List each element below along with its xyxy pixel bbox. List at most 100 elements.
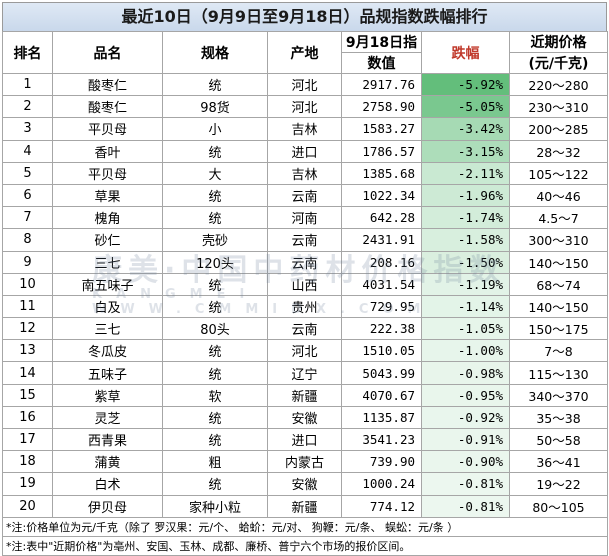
cell-price: 68～74 [509,272,608,296]
cell-name: 酸枣仁 [52,72,163,97]
cell-price: 220～280 [509,72,608,97]
cell-index: 208.16 [341,250,422,274]
cell-origin: 新疆 [267,494,342,518]
cell-rank: 14 [2,361,53,385]
header-index-line2: 数值 [341,52,422,74]
cell-name: 南五味子 [52,272,163,296]
cell-index: 4031.54 [341,272,422,296]
cell-index: 222.38 [341,317,422,341]
cell-origin: 安徽 [267,405,342,430]
cell-name: 三七 [52,317,163,341]
cell-spec: 壳砂 [162,228,268,252]
table-row: 6 草果统云南 1022.34 -1.96% 40～46 [2,183,608,208]
cell-drop: -5.05% [421,95,510,119]
cell-rank: 20 [2,494,53,518]
header-index-line1: 9月18日指 [341,31,422,53]
cell-drop: -0.95% [421,383,510,407]
cell-drop: -3.15% [421,139,510,163]
cell-index: 1583.27 [341,117,422,141]
cell-name: 五味子 [52,361,163,385]
cell-origin: 云南 [267,183,342,208]
cell-drop: -1.05% [421,317,510,341]
cell-index: 1510.05 [341,339,422,363]
cell-name: 西青果 [52,427,163,452]
cell-spec: 统 [162,427,268,452]
table-row: 19 白术统安徽 1000.24 -0.81% 19～22 [2,472,608,496]
cell-rank: 15 [2,383,53,407]
table-row: 13 冬瓜皮统河北 1510.05 -1.00% 7～8 [2,339,608,363]
cell-name: 酸枣仁 [52,95,163,119]
ranking-table: 排名 品名 规格 产地 9月18日指 跌幅 近期价格 数值 (元/千克) 1 酸枣… [2,31,608,556]
table-row: 8 砂仁 壳砂 云南 2431.91 -1.58% 300～310 [2,228,608,252]
cell-name: 冬瓜皮 [52,339,163,363]
cell-drop: -1.00% [421,339,510,363]
cell-spec: 98货 [162,95,268,119]
cell-origin: 安徽 [267,472,342,496]
cell-index: 1135.87 [341,405,422,430]
cell-rank: 12 [2,317,53,341]
cell-index: 729.95 [341,294,422,319]
cell-index: 1000.24 [341,472,422,496]
cell-name: 白术 [52,472,163,496]
cell-drop: -5.92% [421,72,510,97]
cell-name: 平贝母 [52,117,163,141]
table-row: 14 五味子统辽宁 5043.99 -0.98% 115～130 [2,361,608,385]
table-row: 18 蒲黄粗内蒙古 739.90 -0.90% 36～41 [2,450,608,474]
cell-index: 739.90 [341,450,422,474]
cell-price: 150～175 [509,317,608,341]
cell-price: 115～130 [509,361,608,385]
cell-price: 19～22 [509,472,608,496]
header-drop: 跌幅 [421,31,510,74]
cell-drop: -0.98% [421,361,510,385]
cell-origin: 云南 [267,228,342,252]
cell-rank: 3 [2,117,53,141]
table-row: 20 伊贝母 家种小粒 新疆 774.12 -0.81% 80～105 [2,494,608,518]
cell-origin: 进口 [267,139,342,163]
cell-spec: 统 [162,361,268,385]
cell-origin: 云南 [267,250,342,274]
cell-spec: 小 [162,117,268,141]
cell-price: 7～8 [509,339,608,363]
cell-name: 槐角 [52,206,163,230]
cell-rank: 9 [2,250,53,274]
cell-drop: -0.81% [421,472,510,496]
cell-spec: 80头 [162,317,268,341]
cell-origin: 辽宁 [267,361,342,385]
cell-name: 平贝母 [52,161,163,185]
table-row: 1 酸枣仁统河北 2917.76 -5.92% 220～280 [2,72,608,97]
cell-index: 2758.90 [341,95,422,119]
cell-origin: 云南 [267,317,342,341]
cell-price: 80～105 [509,494,608,518]
table-row: 11 白及统贵州 729.95 -1.14% 140～150 [2,294,608,319]
cell-drop: -0.81% [421,494,510,518]
cell-drop: -1.19% [421,272,510,296]
cell-name: 灵芝 [52,405,163,430]
cell-rank: 11 [2,294,53,319]
table-row: 5 平贝母大吉林 1385.68 -2.11% 105～122 [2,161,608,185]
cell-spec: 统 [162,405,268,430]
table-row: 15 紫草软新疆 4070.67 -0.95% 340～370 [2,383,608,407]
cell-name: 紫草 [52,383,163,407]
cell-rank: 4 [2,139,53,163]
cell-origin: 山西 [267,272,342,296]
table-row: 4 香叶统进口 1786.57 -3.15% 28～32 [2,139,608,163]
cell-name: 白及 [52,294,163,319]
cell-price: 28～32 [509,139,608,163]
cell-price: 40～46 [509,183,608,208]
cell-spec: 120头 [162,250,268,274]
cell-index: 4070.67 [341,383,422,407]
cell-spec: 统 [162,339,268,363]
cell-spec: 统 [162,183,268,208]
cell-price: 105～122 [509,161,608,185]
cell-origin: 吉林 [267,117,342,141]
cell-spec: 统 [162,72,268,97]
cell-drop: -0.91% [421,427,510,452]
cell-origin: 进口 [267,427,342,452]
cell-origin: 新疆 [267,383,342,407]
cell-origin: 河北 [267,95,342,119]
cell-price: 140～150 [509,294,608,319]
cell-origin: 内蒙古 [267,450,342,474]
cell-origin: 吉林 [267,161,342,185]
cell-rank: 1 [2,72,53,97]
